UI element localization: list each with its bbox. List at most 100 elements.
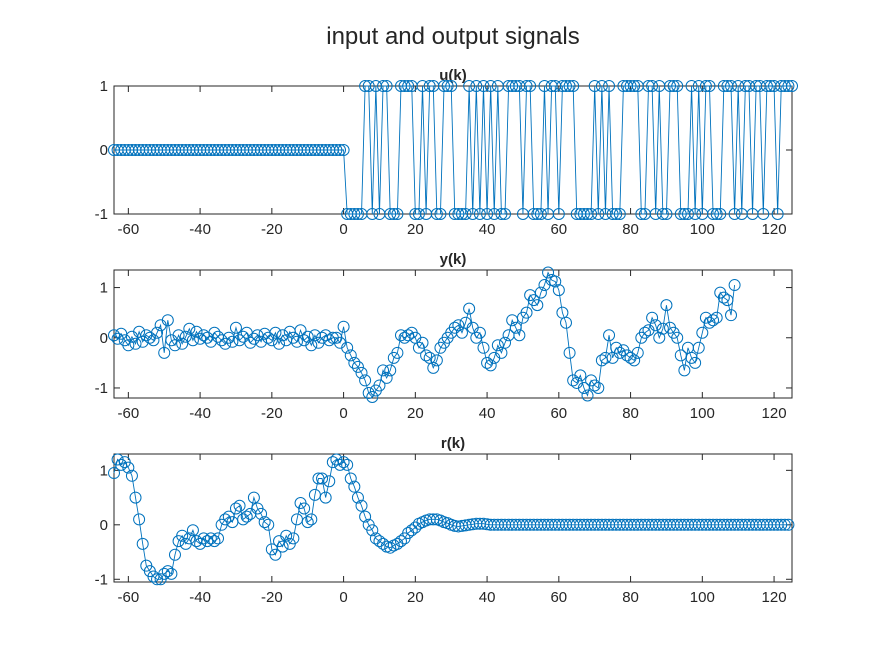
x-tick-label: 120 bbox=[762, 589, 787, 606]
data-point bbox=[671, 80, 684, 92]
data-point bbox=[603, 329, 616, 342]
data-point bbox=[463, 302, 476, 315]
data-point bbox=[273, 337, 286, 350]
data-point bbox=[384, 208, 397, 220]
data-point bbox=[760, 80, 773, 92]
data-point bbox=[219, 337, 232, 350]
data-point bbox=[775, 518, 788, 531]
data-point bbox=[351, 208, 364, 220]
y-tick-label: -1 bbox=[95, 571, 108, 588]
data-point bbox=[778, 518, 791, 531]
x-tick-label: 0 bbox=[339, 405, 347, 422]
data-point bbox=[287, 532, 300, 545]
y-tick-label: 0 bbox=[100, 517, 108, 534]
x-tick-label: 60 bbox=[550, 405, 567, 422]
data-point bbox=[362, 386, 375, 399]
data-point bbox=[484, 80, 497, 92]
data-point bbox=[351, 491, 364, 504]
x-tick-label: -60 bbox=[118, 405, 140, 422]
data-point bbox=[377, 80, 390, 92]
data-point bbox=[563, 80, 576, 92]
y-tick-label: 0 bbox=[100, 142, 108, 159]
y-tick-label: 1 bbox=[100, 78, 108, 95]
data-point bbox=[359, 374, 372, 387]
data-point bbox=[420, 349, 433, 362]
data-point bbox=[208, 535, 221, 548]
data-point bbox=[301, 330, 314, 343]
data-point bbox=[161, 314, 174, 327]
data-point bbox=[717, 80, 730, 92]
data-point bbox=[366, 391, 379, 403]
x-tick-label: 80 bbox=[622, 221, 639, 238]
x-tick-label: 20 bbox=[407, 589, 424, 606]
data-point bbox=[165, 567, 178, 580]
data-point bbox=[147, 334, 160, 347]
data-point bbox=[402, 329, 415, 342]
x-tick-label: 120 bbox=[762, 221, 787, 238]
data-point bbox=[438, 80, 451, 92]
data-point bbox=[366, 208, 379, 220]
data-point bbox=[542, 266, 555, 279]
data-point bbox=[585, 208, 598, 220]
data-point bbox=[212, 532, 225, 545]
data-point bbox=[646, 311, 659, 324]
data-point bbox=[681, 208, 694, 220]
data-point bbox=[473, 326, 486, 339]
data-point bbox=[319, 491, 332, 504]
data-point bbox=[499, 208, 512, 220]
data-point bbox=[703, 80, 716, 92]
data-point bbox=[628, 354, 641, 367]
data-point bbox=[430, 208, 443, 220]
data-point bbox=[337, 144, 350, 156]
data-point bbox=[394, 535, 407, 548]
data-point bbox=[269, 326, 282, 339]
data-point bbox=[334, 458, 346, 471]
data-point bbox=[520, 80, 533, 92]
x-tick-label: -20 bbox=[261, 405, 283, 422]
x-tick-label: 120 bbox=[762, 405, 787, 422]
x-tick-label: 100 bbox=[690, 221, 715, 238]
x-tick-label: 80 bbox=[622, 589, 639, 606]
data-point bbox=[168, 548, 181, 561]
data-point bbox=[240, 510, 253, 523]
data-point bbox=[334, 144, 346, 156]
data-point bbox=[258, 516, 271, 529]
data-point bbox=[613, 208, 626, 220]
data-point bbox=[534, 208, 547, 220]
data-point bbox=[549, 275, 562, 288]
data-point bbox=[194, 332, 207, 345]
x-tick-label: -40 bbox=[189, 589, 211, 606]
data-point bbox=[330, 144, 343, 156]
figure-title: input and output signals bbox=[326, 23, 580, 50]
data-point bbox=[341, 341, 354, 354]
data-point bbox=[692, 341, 705, 354]
data-point bbox=[337, 456, 350, 469]
data-point bbox=[290, 335, 303, 348]
data-point bbox=[725, 309, 738, 322]
data-point bbox=[595, 80, 608, 92]
data-point bbox=[671, 331, 684, 344]
data-point bbox=[628, 80, 641, 92]
data-point bbox=[208, 326, 221, 339]
data-point bbox=[316, 472, 329, 485]
data-point bbox=[473, 208, 486, 220]
data-point bbox=[384, 364, 397, 377]
data-point bbox=[674, 208, 687, 220]
data-point bbox=[717, 291, 730, 304]
data-point bbox=[416, 336, 429, 349]
data-point bbox=[430, 354, 443, 367]
data-point bbox=[567, 80, 580, 92]
data-point bbox=[757, 208, 770, 220]
data-point bbox=[513, 329, 526, 342]
data-point bbox=[133, 513, 146, 526]
data-point bbox=[603, 80, 616, 92]
data-point bbox=[552, 284, 565, 297]
data-point bbox=[229, 502, 242, 515]
data-point bbox=[373, 379, 386, 392]
data-point bbox=[341, 458, 354, 471]
data-point bbox=[484, 359, 497, 372]
x-tick-label: 20 bbox=[407, 221, 424, 238]
data-point bbox=[778, 80, 791, 92]
x-tick-label: -20 bbox=[261, 221, 283, 238]
data-point bbox=[714, 208, 727, 220]
